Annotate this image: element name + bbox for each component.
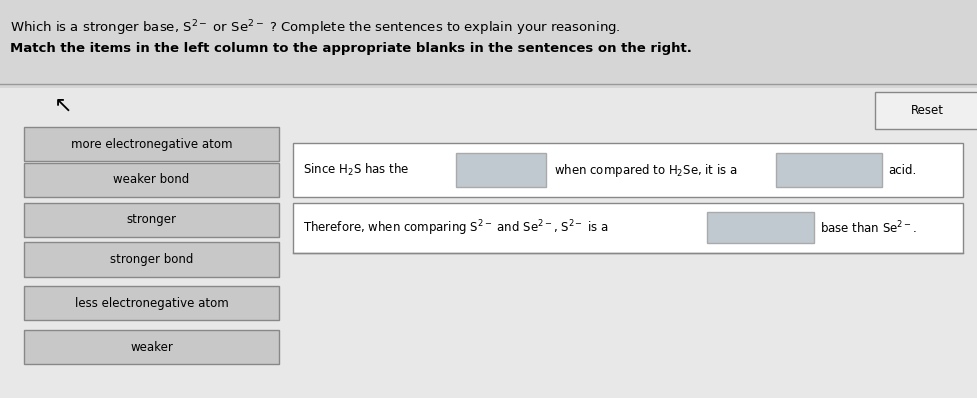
FancyBboxPatch shape <box>775 154 881 187</box>
Text: less electronegative atom: less electronegative atom <box>74 297 229 310</box>
FancyBboxPatch shape <box>0 88 977 398</box>
FancyBboxPatch shape <box>24 330 278 364</box>
Text: Reset: Reset <box>910 104 943 117</box>
Text: weaker: weaker <box>130 341 173 353</box>
Text: weaker bond: weaker bond <box>113 174 190 186</box>
FancyBboxPatch shape <box>24 242 278 277</box>
FancyBboxPatch shape <box>293 203 962 253</box>
FancyBboxPatch shape <box>455 154 545 187</box>
Text: Which is a stronger base, S$^{2-}$ or Se$^{2-}$ ? Complete the sentences to expl: Which is a stronger base, S$^{2-}$ or Se… <box>10 18 619 37</box>
Text: Therefore, when comparing S$^{2-}$ and Se$^{2-}$, S$^{2-}$ is a: Therefore, when comparing S$^{2-}$ and S… <box>303 218 609 238</box>
FancyBboxPatch shape <box>874 92 977 129</box>
FancyBboxPatch shape <box>706 213 813 243</box>
Text: acid.: acid. <box>887 164 915 177</box>
FancyBboxPatch shape <box>24 286 278 320</box>
Text: Since H$_2$S has the: Since H$_2$S has the <box>303 162 409 178</box>
FancyBboxPatch shape <box>24 203 278 237</box>
Text: stronger bond: stronger bond <box>109 253 193 266</box>
Text: Match the items in the left column to the appropriate blanks in the sentences on: Match the items in the left column to th… <box>10 42 691 55</box>
Text: more electronegative atom: more electronegative atom <box>70 138 233 150</box>
Text: when compared to H$_2$Se, it is a: when compared to H$_2$Se, it is a <box>553 162 737 179</box>
FancyBboxPatch shape <box>24 127 278 161</box>
FancyBboxPatch shape <box>293 143 962 197</box>
Text: stronger: stronger <box>126 213 177 226</box>
FancyBboxPatch shape <box>24 163 278 197</box>
Text: ↖: ↖ <box>54 96 73 115</box>
Text: base than Se$^{2-}$.: base than Se$^{2-}$. <box>819 220 915 236</box>
